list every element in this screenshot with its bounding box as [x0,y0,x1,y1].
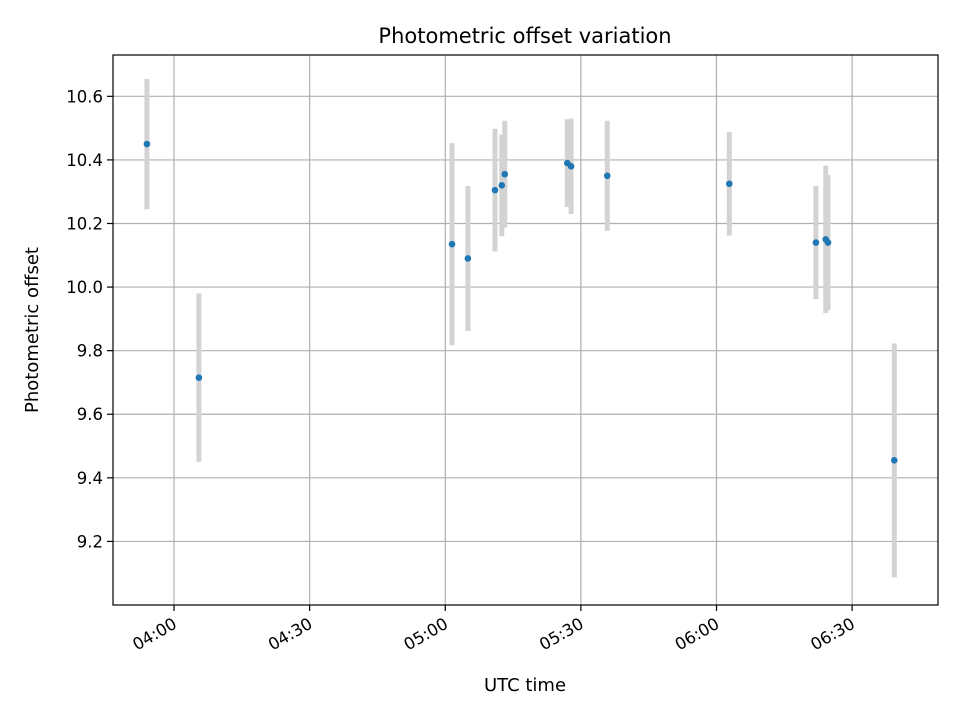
data-point [501,170,509,178]
chart-title: Photometric offset variation [378,24,671,48]
y-axis-title: Photometric offset [22,247,43,413]
data-point [491,186,499,194]
data-point [464,255,472,262]
grid [113,55,938,605]
data-point [824,239,832,246]
data-point [195,374,203,381]
data-point [726,180,733,188]
data-point [891,457,898,464]
y-tick-label: 9.2 [77,532,103,551]
y-axis-ticks: 9.2 9.4 9.6 9.8 10.0 10.2 10.4 10.6 [66,87,113,551]
data-points [143,140,898,464]
data-point [498,182,506,189]
data-point [603,172,611,180]
y-tick-label: 10.4 [66,151,103,170]
x-axis-title: UTC time [484,675,566,696]
data-point [143,140,151,148]
y-tick-label: 9.6 [77,405,103,424]
y-tick-label: 10.6 [66,87,103,106]
y-tick-label: 9.8 [77,342,103,361]
data-point [567,162,575,170]
y-tick-label: 9.4 [77,469,103,488]
y-tick-label: 10.0 [66,278,103,297]
y-tick-label: 10.2 [66,214,103,233]
data-point [448,240,456,248]
data-point [812,239,820,246]
plot-frame [112,54,939,606]
